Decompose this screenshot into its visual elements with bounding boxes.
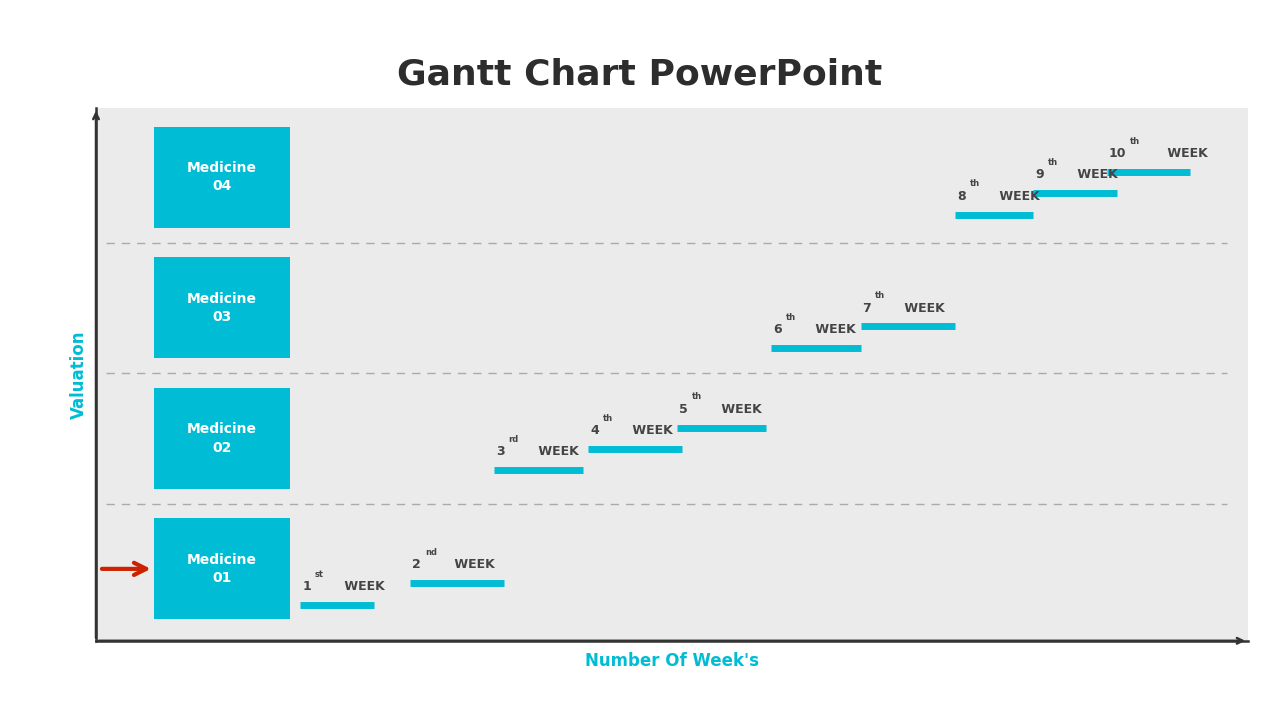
Text: th: th <box>692 392 701 402</box>
Text: WEEK: WEEK <box>628 424 673 437</box>
Text: 5: 5 <box>680 402 689 415</box>
Text: 4: 4 <box>590 424 599 437</box>
Text: st: st <box>315 570 324 579</box>
Text: th: th <box>876 291 886 300</box>
Text: Medicine
02: Medicine 02 <box>187 422 257 454</box>
Text: Medicine
03: Medicine 03 <box>187 292 257 324</box>
Text: WEEK: WEEK <box>1164 147 1208 160</box>
Text: th: th <box>603 414 613 423</box>
Text: rd: rd <box>508 435 518 444</box>
Text: 7: 7 <box>863 302 872 315</box>
Y-axis label: Valuation: Valuation <box>69 330 87 418</box>
Text: 2: 2 <box>412 558 421 572</box>
Bar <box>154 518 289 619</box>
Text: WEEK: WEEK <box>534 446 579 459</box>
X-axis label: Number Of Week's: Number Of Week's <box>585 652 759 670</box>
Text: 8: 8 <box>957 189 965 202</box>
Text: 3: 3 <box>497 446 504 459</box>
Text: WEEK: WEEK <box>451 558 495 572</box>
Text: WEEK: WEEK <box>340 580 385 593</box>
Text: th: th <box>1048 158 1059 167</box>
Text: Gantt Chart PowerPoint: Gantt Chart PowerPoint <box>397 58 883 91</box>
Bar <box>154 257 289 359</box>
Text: nd: nd <box>425 548 436 557</box>
Text: WEEK: WEEK <box>900 302 945 315</box>
Text: Medicine
01: Medicine 01 <box>187 553 257 585</box>
Text: th: th <box>1130 137 1139 145</box>
Text: WEEK: WEEK <box>995 189 1039 202</box>
Text: 9: 9 <box>1036 168 1044 181</box>
Text: Medicine
04: Medicine 04 <box>187 161 257 194</box>
Text: WEEK: WEEK <box>1073 168 1117 181</box>
Text: WEEK: WEEK <box>812 323 856 336</box>
Bar <box>154 387 289 489</box>
Bar <box>154 127 289 228</box>
Text: WEEK: WEEK <box>717 402 762 415</box>
Text: 10: 10 <box>1108 147 1126 160</box>
Text: th: th <box>786 312 796 322</box>
Text: 6: 6 <box>773 323 782 336</box>
Text: th: th <box>969 179 979 189</box>
Text: 1: 1 <box>302 580 311 593</box>
